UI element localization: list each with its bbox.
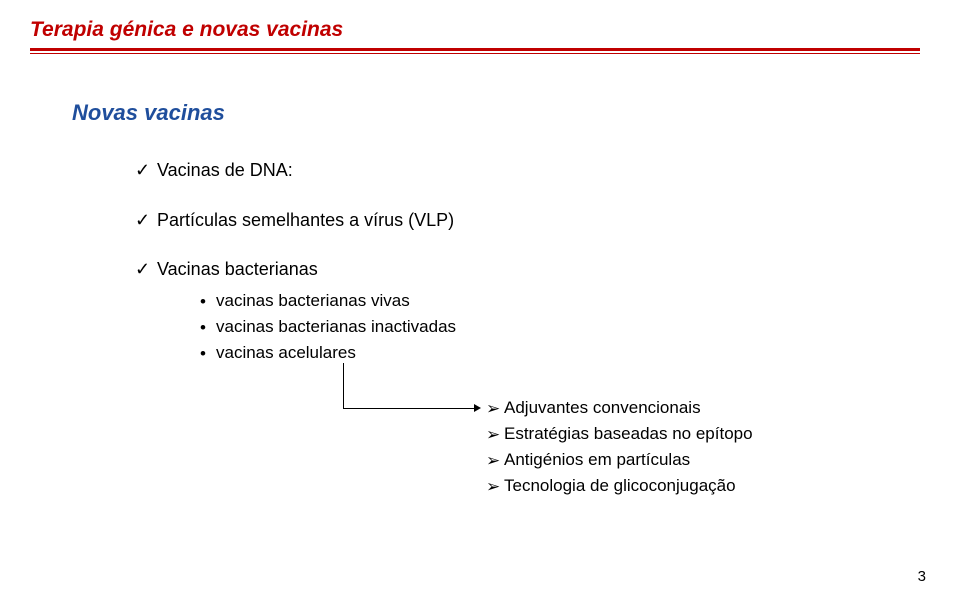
connector-vertical: [343, 363, 344, 408]
adjuvant-item: ➢ Adjuvantes convencionais: [486, 398, 753, 420]
sub-list: • vacinas bacterianas vivas • vacinas ba…: [200, 291, 920, 365]
adjuvant-item-label: Antigénios em partículas: [504, 450, 690, 470]
chevron-icon: ➢: [486, 476, 504, 498]
arrow-head-icon: [474, 404, 481, 412]
list-item-label: Partículas semelhantes a vírus (VLP): [157, 210, 454, 231]
adjuvant-item: ➢ Antigénios em partículas: [486, 450, 753, 472]
chevron-icon: ➢: [486, 398, 504, 420]
slide-page: Terapia génica e novas vacinas Novas vac…: [0, 0, 960, 605]
sub-list-item-label: vacinas acelulares: [216, 343, 356, 363]
list-item: ✓ Vacinas bacterianas: [135, 259, 920, 281]
connector-horizontal: [343, 408, 474, 409]
bullet-icon: •: [200, 343, 216, 365]
list-item: ✓ Partículas semelhantes a vírus (VLP): [135, 210, 920, 232]
section-title: Novas vacinas: [72, 100, 920, 126]
chevron-icon: ➢: [486, 424, 504, 446]
chevron-icon: ➢: [486, 450, 504, 472]
list-item: ✓ Vacinas de DNA:: [135, 160, 920, 182]
sub-list-item-label: vacinas bacterianas vivas: [216, 291, 410, 311]
sub-list-item: • vacinas acelulares: [200, 343, 920, 365]
adjuvant-item-label: Estratégias baseadas no epítopo: [504, 424, 753, 444]
adjuvant-list: ➢ Adjuvantes convencionais ➢ Estratégias…: [486, 398, 753, 502]
sub-list-item: • vacinas bacterianas vivas: [200, 291, 920, 313]
adjuvant-item-label: Tecnologia de glicoconjugação: [504, 476, 736, 496]
adjuvant-item: ➢ Estratégias baseadas no epítopo: [486, 424, 753, 446]
adjuvant-item: ➢ Tecnologia de glicoconjugação: [486, 476, 753, 498]
sub-list-item: • vacinas bacterianas inactivadas: [200, 317, 920, 339]
list-item-label: Vacinas de DNA:: [157, 160, 293, 181]
bullet-icon: •: [200, 291, 216, 313]
list-item-label: Vacinas bacterianas: [157, 259, 318, 280]
adjuvant-item-label: Adjuvantes convencionais: [504, 398, 701, 418]
page-header-title: Terapia génica e novas vacinas: [30, 18, 920, 42]
main-list: ✓ Vacinas de DNA: ✓ Partículas semelhant…: [135, 160, 920, 281]
bullet-icon: •: [200, 317, 216, 339]
page-number: 3: [918, 568, 926, 585]
check-icon: ✓: [135, 259, 157, 281]
check-icon: ✓: [135, 210, 157, 232]
check-icon: ✓: [135, 160, 157, 182]
header-rule-thin: [30, 53, 920, 54]
header-rule-thick: [30, 48, 920, 51]
sub-list-item-label: vacinas bacterianas inactivadas: [216, 317, 456, 337]
